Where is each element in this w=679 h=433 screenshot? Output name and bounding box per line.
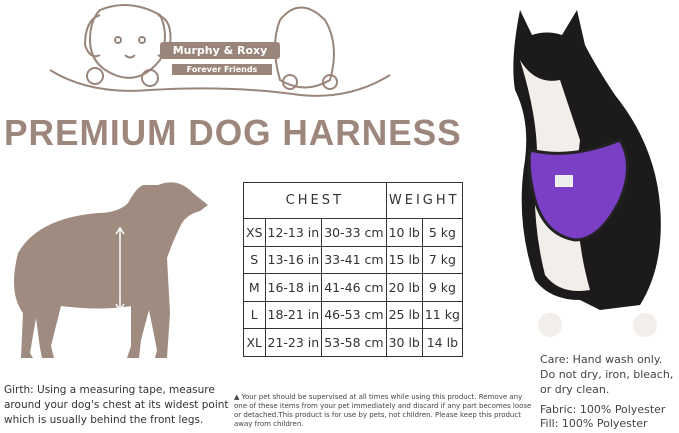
table-cell: 33-41 cm [321, 245, 387, 274]
table-cell: 41-46 cm [321, 273, 387, 302]
warning-icon: ▲ [234, 393, 242, 401]
table-cell: M [243, 273, 266, 302]
fabric-text: Fabric: 100% Polyester [540, 403, 666, 416]
table-cell: 13-16 in [264, 245, 323, 274]
care-instructions: Care: Hand wash only. Do not dry, iron, … [540, 353, 674, 396]
table-cell: XS [243, 218, 266, 247]
girth-instructions: Girth: Using a measuring tape, measure a… [4, 384, 229, 426]
material-info: Fabric: 100% Polyester Fill: 100% Polyest… [540, 403, 679, 431]
table-row: S 13-16 in 33-41 cm 15 lb 7 kg [243, 245, 463, 274]
dog-silhouette-measure-diagram [14, 182, 208, 358]
table-cell: 30-33 cm [321, 218, 387, 247]
table-cell: 53-58 cm [321, 328, 387, 357]
table-cell: 7 kg [421, 245, 463, 274]
size-chart-table: CHEST WEIGHT XS 12-13 in 30-33 cm 10 lb 5 kg… [243, 182, 463, 357]
logo-tagline: Forever Friends [172, 64, 272, 75]
warning-text: Your pet should be supervised at all tim… [234, 393, 532, 428]
table-cell: 9 kg [421, 273, 463, 302]
table-cell: 10 lb [385, 218, 423, 247]
header-chest: CHEST [243, 182, 387, 219]
table-row: L 18-21 in 46-53 cm 25 lb 11 kg [243, 300, 463, 329]
table-cell: 14 lb [421, 328, 463, 357]
table-cell: 16-18 in [264, 273, 323, 302]
table-cell: 30 lb [385, 328, 423, 357]
table-cell: 25 lb [385, 300, 423, 329]
table-row: M 16-18 in 41-46 cm 20 lb 9 kg [243, 273, 463, 302]
table-cell: S [243, 245, 266, 274]
table-cell: 5 kg [421, 218, 463, 247]
table-row: XS 12-13 in 30-33 cm 10 lb 5 kg [243, 218, 463, 247]
page-title: PREMIUM DOG HARNESS [4, 112, 462, 153]
table-row: XL 21-23 in 53-58 cm 30 lb 14 lb [243, 328, 463, 357]
table-cell: L [243, 300, 266, 329]
logo-dogs-illustration [49, 4, 391, 97]
dog-wearing-harness-photo [513, 10, 661, 337]
safety-warning: ▲ Your pet should be supervised at all t… [234, 393, 534, 429]
table-cell: 15 lb [385, 245, 423, 274]
table-cell: 12-13 in [264, 218, 323, 247]
table-cell: 18-21 in [264, 300, 323, 329]
table-header-row: CHEST WEIGHT [243, 182, 463, 219]
table-cell: 46-53 cm [321, 300, 387, 329]
table-cell: XL [243, 328, 266, 357]
logo-brand: Murphy & Roxy [160, 42, 280, 59]
table-cell: 21-23 in [264, 328, 323, 357]
header-weight: WEIGHT [385, 182, 463, 219]
table-cell: 20 lb [385, 273, 423, 302]
fill-text: Fill: 100% Polyester [540, 417, 648, 430]
table-cell: 11 kg [421, 300, 463, 329]
